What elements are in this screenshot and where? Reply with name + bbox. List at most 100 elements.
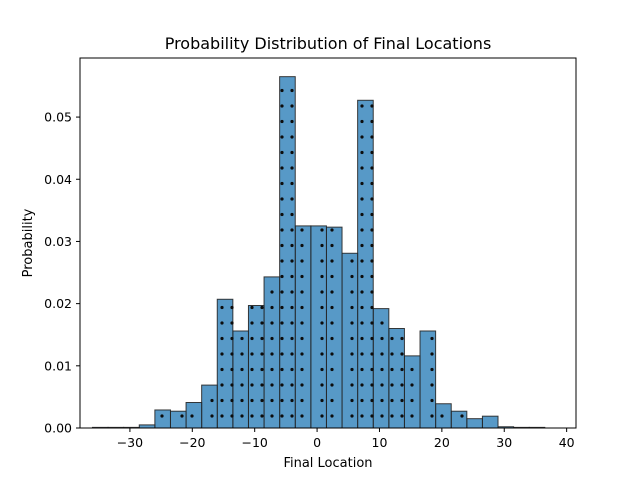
x-axis-label: Final Location bbox=[283, 456, 372, 471]
hatch-dot bbox=[360, 290, 364, 294]
hatch-dot bbox=[270, 398, 274, 403]
histogram-bar bbox=[357, 99, 374, 429]
hatch-dot bbox=[390, 336, 394, 341]
hatch-dot bbox=[330, 243, 334, 248]
hatch-dot bbox=[290, 119, 294, 124]
bar-rect bbox=[310, 225, 327, 429]
histogram-bar bbox=[450, 410, 468, 429]
bar-rect bbox=[450, 410, 468, 429]
hatch-dot bbox=[370, 414, 374, 418]
hatch-dot bbox=[400, 367, 404, 372]
hatch-dot bbox=[400, 414, 404, 418]
hatch-dot bbox=[320, 321, 324, 325]
hatch-dot bbox=[360, 398, 364, 403]
hatch-dot bbox=[320, 336, 324, 341]
hatch-dot bbox=[360, 135, 364, 139]
hatch-dot bbox=[360, 336, 364, 341]
hatch-dot bbox=[320, 290, 324, 294]
hatch-dot bbox=[430, 383, 434, 387]
hatch-dot bbox=[350, 259, 354, 263]
hatch-dot bbox=[240, 414, 244, 418]
hatch-dot bbox=[360, 259, 364, 263]
hatch-dot bbox=[280, 197, 284, 201]
histogram-bar bbox=[310, 225, 327, 429]
hatch-dot bbox=[260, 398, 264, 403]
hatch-dot bbox=[250, 367, 254, 372]
bars-group bbox=[91, 76, 546, 429]
hatch-dot bbox=[260, 414, 264, 418]
histogram-bar bbox=[154, 409, 171, 429]
histogram-bar bbox=[201, 384, 218, 429]
hatch-dot bbox=[330, 274, 334, 279]
hatch-dot bbox=[160, 414, 164, 418]
hatch-dot bbox=[280, 88, 284, 93]
histogram-bar bbox=[232, 330, 249, 429]
hatch-dot bbox=[210, 414, 214, 418]
hatch-dot bbox=[270, 367, 274, 372]
bar-rect bbox=[216, 298, 234, 429]
chart-title: Probability Distribution of Final Locati… bbox=[165, 34, 492, 53]
hatch-dot bbox=[250, 336, 254, 341]
hatch-dot bbox=[300, 321, 304, 325]
hatch-dot bbox=[240, 336, 244, 341]
bar-rect bbox=[419, 330, 437, 429]
hatch-dot bbox=[230, 414, 234, 418]
hatch-dot bbox=[300, 274, 304, 279]
hatch-dot bbox=[330, 414, 334, 418]
hatch-dot bbox=[280, 336, 284, 341]
hatch-dot bbox=[410, 367, 414, 372]
hatch-dot bbox=[230, 305, 234, 310]
hatch-dot bbox=[280, 212, 284, 217]
histogram-bar bbox=[481, 415, 499, 429]
hatch-dot bbox=[360, 228, 364, 232]
hatch-dot bbox=[440, 414, 444, 418]
hatch-dot bbox=[300, 398, 304, 403]
hatch-dot bbox=[300, 383, 304, 387]
hatch-dot bbox=[280, 274, 284, 279]
hatch-dot bbox=[370, 398, 374, 403]
hatch-dot bbox=[350, 367, 354, 372]
hatch-dot bbox=[360, 305, 364, 310]
x-axis-ticks: −30 −20 −10 0 10 20 30 40 bbox=[117, 428, 575, 450]
hatch-dot bbox=[350, 274, 354, 279]
hatch-dot bbox=[320, 243, 324, 248]
histogram-bar bbox=[341, 252, 359, 429]
hatch-dot bbox=[270, 336, 274, 341]
hatch-dot bbox=[380, 383, 384, 387]
hatch-dot bbox=[250, 414, 254, 418]
hatch-dot bbox=[330, 336, 334, 341]
hatch-dot bbox=[270, 352, 274, 356]
hatch-dot bbox=[390, 398, 394, 403]
hatch-dot bbox=[390, 367, 394, 372]
hatch-dot bbox=[220, 367, 224, 372]
hatch-dot bbox=[320, 383, 324, 387]
histogram-bar bbox=[216, 298, 234, 429]
hatch-dot bbox=[350, 414, 354, 418]
hatch-dot bbox=[220, 414, 224, 418]
hatch-dot bbox=[280, 398, 284, 403]
y-tick-label: 0.04 bbox=[44, 172, 72, 187]
hatch-dot bbox=[370, 305, 374, 310]
bar-rect bbox=[169, 410, 187, 429]
hatch-dot bbox=[370, 104, 374, 108]
histogram-bar bbox=[294, 225, 312, 429]
hatch-dot bbox=[400, 383, 404, 387]
hatch-dot bbox=[430, 352, 434, 356]
hatch-dot bbox=[370, 336, 374, 341]
y-axis-label: Probability bbox=[21, 208, 36, 277]
hatch-dot bbox=[290, 135, 294, 139]
hatch-dot bbox=[370, 259, 374, 263]
hatch-dot bbox=[360, 414, 364, 418]
hatch-dot bbox=[230, 336, 234, 341]
bar-rect bbox=[279, 76, 296, 429]
hatch-dot bbox=[430, 336, 434, 341]
hatch-dot bbox=[290, 367, 294, 372]
hatch-dot bbox=[380, 336, 384, 341]
hatch-dot bbox=[290, 150, 294, 155]
hatch-dot bbox=[350, 383, 354, 387]
hatch-dot bbox=[300, 290, 304, 294]
hatch-dot bbox=[360, 243, 364, 248]
hatch-dot bbox=[220, 305, 224, 310]
hatch-dot bbox=[390, 414, 394, 418]
hatch-dot bbox=[360, 274, 364, 279]
